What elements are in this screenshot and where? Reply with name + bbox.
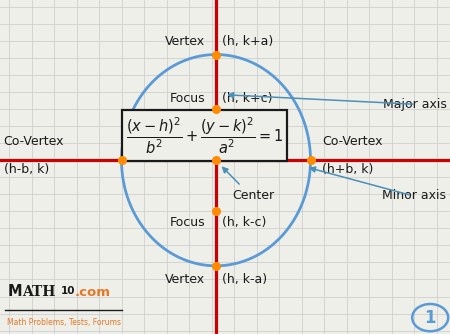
Text: Center: Center: [232, 189, 274, 202]
Text: Focus: Focus: [170, 216, 205, 229]
Text: .com: .com: [75, 286, 111, 299]
Text: Minor axis: Minor axis: [382, 189, 446, 202]
Text: (h, k-c): (h, k-c): [222, 216, 267, 229]
Text: Vertex: Vertex: [165, 35, 205, 48]
Text: (h, k+c): (h, k+c): [222, 92, 273, 105]
Text: Math Problems, Tests, Forums: Math Problems, Tests, Forums: [7, 318, 121, 327]
Text: 1: 1: [424, 309, 436, 327]
FancyBboxPatch shape: [122, 111, 287, 161]
Text: Focus: Focus: [170, 92, 205, 105]
Text: Co-Vertex: Co-Vertex: [322, 135, 382, 148]
Text: (h, k-a): (h, k-a): [222, 273, 267, 286]
Text: (h-b, k): (h-b, k): [4, 163, 49, 176]
Text: $\dfrac{(x-h)^2}{b^2}+\dfrac{(y-k)^2}{a^2}=1$: $\dfrac{(x-h)^2}{b^2}+\dfrac{(y-k)^2}{a^…: [126, 115, 284, 156]
Text: $\mathbf{M}$: $\mathbf{M}$: [7, 283, 22, 299]
Text: (h, k+a): (h, k+a): [222, 35, 274, 48]
Text: ATH: ATH: [22, 285, 56, 299]
Text: Co-Vertex: Co-Vertex: [4, 135, 64, 148]
Text: Vertex: Vertex: [165, 273, 205, 286]
Text: Major axis: Major axis: [382, 98, 446, 111]
Text: (h+b, k): (h+b, k): [322, 163, 374, 176]
Text: 10: 10: [61, 286, 76, 296]
